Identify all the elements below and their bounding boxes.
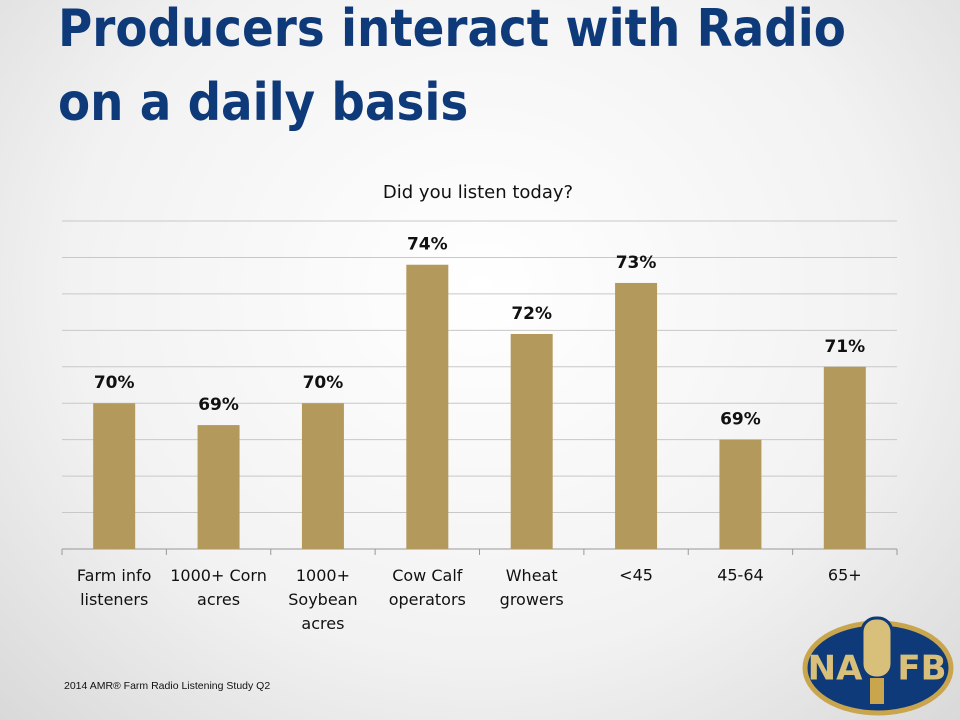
value-label: 74% xyxy=(407,235,448,255)
bar xyxy=(510,333,553,549)
logo-text: NA xyxy=(808,649,863,689)
bar xyxy=(406,264,449,549)
bar xyxy=(197,425,240,549)
bar xyxy=(823,366,866,549)
value-label: 72% xyxy=(511,304,552,324)
logo-text: FB xyxy=(897,649,946,689)
value-label: 69% xyxy=(720,410,761,430)
x-tick-label: 1000+ Corn acres xyxy=(170,566,267,609)
bar xyxy=(615,282,658,549)
x-tick-label: 65+ xyxy=(828,566,862,585)
value-label: 71% xyxy=(824,337,865,357)
chart-title: Did you listen today? xyxy=(383,182,573,203)
x-tick-label: Farm info listeners xyxy=(77,566,152,609)
value-label: 73% xyxy=(616,253,657,273)
value-label: 70% xyxy=(303,373,344,393)
footnote: 2014 AMR® Farm Radio Listening Study Q2 xyxy=(64,680,270,692)
x-tick-label: <45 xyxy=(619,566,653,585)
bar xyxy=(301,403,344,549)
bar xyxy=(93,403,136,549)
logo: NA FB xyxy=(802,616,954,716)
slide-title: Producers interact with Radio on a daily … xyxy=(58,0,846,133)
x-tick-label: Wheat growers xyxy=(500,566,564,609)
logo-mic xyxy=(860,616,894,680)
bar xyxy=(719,439,762,549)
x-tick-label: 1000+ Soybean acres xyxy=(288,566,357,633)
value-label: 69% xyxy=(198,395,239,415)
value-label: 70% xyxy=(94,373,135,393)
x-tick-label: 45-64 xyxy=(717,566,764,585)
x-tick-label: Cow Calf operators xyxy=(389,566,466,609)
logo-stand xyxy=(870,678,884,704)
